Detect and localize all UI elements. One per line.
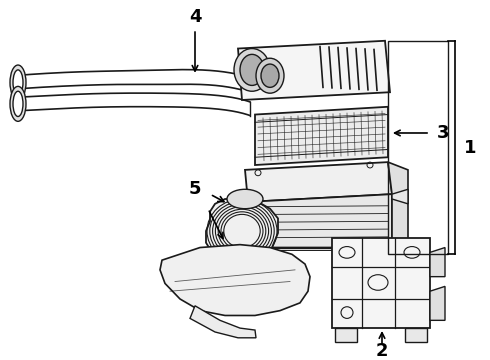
Text: 1: 1 [464, 139, 476, 157]
Ellipse shape [13, 91, 23, 117]
Polygon shape [388, 162, 408, 252]
Polygon shape [332, 238, 430, 328]
Polygon shape [190, 306, 256, 338]
Ellipse shape [240, 54, 264, 85]
Ellipse shape [261, 64, 279, 87]
Bar [388, 41, 448, 254]
Ellipse shape [10, 65, 26, 100]
Text: 5: 5 [189, 180, 201, 198]
Polygon shape [430, 286, 445, 320]
Bar [405, 328, 427, 342]
Polygon shape [430, 248, 445, 276]
Ellipse shape [13, 70, 23, 95]
Polygon shape [160, 245, 310, 315]
Ellipse shape [10, 86, 26, 121]
Polygon shape [392, 189, 408, 204]
Polygon shape [206, 199, 278, 262]
Polygon shape [238, 41, 390, 100]
Ellipse shape [234, 49, 270, 91]
Polygon shape [248, 194, 392, 248]
Text: 3: 3 [437, 124, 449, 142]
Text: 4: 4 [189, 9, 201, 27]
Polygon shape [245, 162, 392, 202]
Ellipse shape [227, 189, 263, 209]
Bar [335, 328, 357, 342]
Polygon shape [238, 189, 248, 213]
Polygon shape [255, 107, 388, 165]
Ellipse shape [256, 58, 284, 93]
Text: 2: 2 [376, 342, 388, 360]
